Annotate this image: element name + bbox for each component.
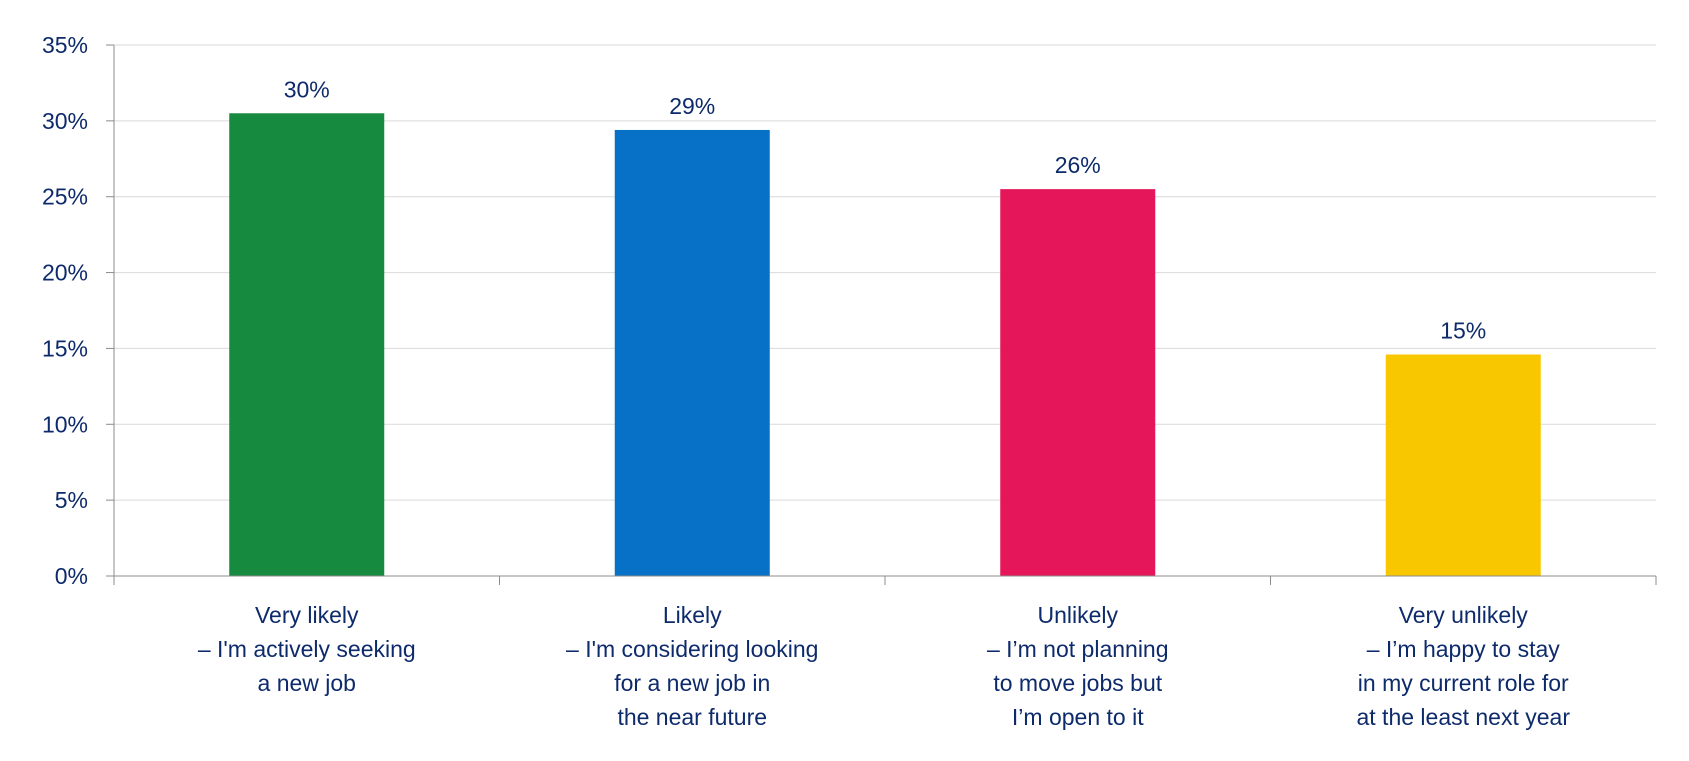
x-category-label-line: I’m open to it <box>1012 704 1144 730</box>
bar <box>614 129 770 576</box>
data-label: 29% <box>669 93 715 119</box>
data-labels: 30% 29% 26% 15% <box>284 76 1487 343</box>
y-tick-label: 0% <box>55 563 88 589</box>
x-category-label-line: – I'm actively seeking <box>198 636 416 662</box>
x-category-label-line: – I'm considering looking <box>566 636 818 662</box>
x-category-label-line: the near future <box>617 704 767 730</box>
x-category-label: Very likely – I'm actively seeking a new j… <box>198 602 416 696</box>
y-tick-label: 15% <box>42 335 88 361</box>
x-category-label: Unlikely – I’m not planning to move jobs b… <box>987 602 1169 730</box>
data-label: 30% <box>284 76 330 102</box>
bar <box>1385 354 1541 576</box>
axes <box>106 44 1657 585</box>
y-tick-labels: 0% 5% 10% 15% 20% 25% 30% 35% <box>42 32 88 589</box>
x-category-label-line: a new job <box>258 670 356 696</box>
y-tick-label: 20% <box>42 260 88 286</box>
x-category-label: Very unlikely – I’m happy to stay in my cu… <box>1356 602 1570 730</box>
x-category-label-line: at the least next year <box>1356 704 1570 730</box>
x-category-label: Likely – I'm considering looking for a new… <box>566 602 818 730</box>
x-category-label-line: to move jobs but <box>993 670 1162 696</box>
x-category-label-line: in my current role for <box>1358 670 1569 696</box>
y-tick-label: 10% <box>42 411 88 437</box>
data-label: 15% <box>1440 317 1486 343</box>
x-category-labels: Very likely – I'm actively seeking a new j… <box>198 602 1571 730</box>
x-category-label-line: Unlikely <box>1037 602 1118 628</box>
data-label: 26% <box>1055 152 1101 178</box>
x-category-label-line: Very likely <box>255 602 359 628</box>
x-category-label-line: Very unlikely <box>1399 602 1529 628</box>
y-tick-label: 35% <box>42 32 88 58</box>
bar <box>229 113 385 577</box>
x-category-label-line: – I’m happy to stay <box>1367 636 1561 662</box>
x-category-label-line: for a new job in <box>614 670 770 696</box>
x-category-label-line: Likely <box>663 602 722 628</box>
bars <box>229 113 1541 577</box>
y-tick-label: 30% <box>42 108 88 134</box>
y-tick-label: 5% <box>55 487 88 513</box>
x-category-label-line: – I’m not planning <box>987 636 1169 662</box>
bar <box>1000 189 1156 576</box>
y-tick-label: 25% <box>42 184 88 210</box>
